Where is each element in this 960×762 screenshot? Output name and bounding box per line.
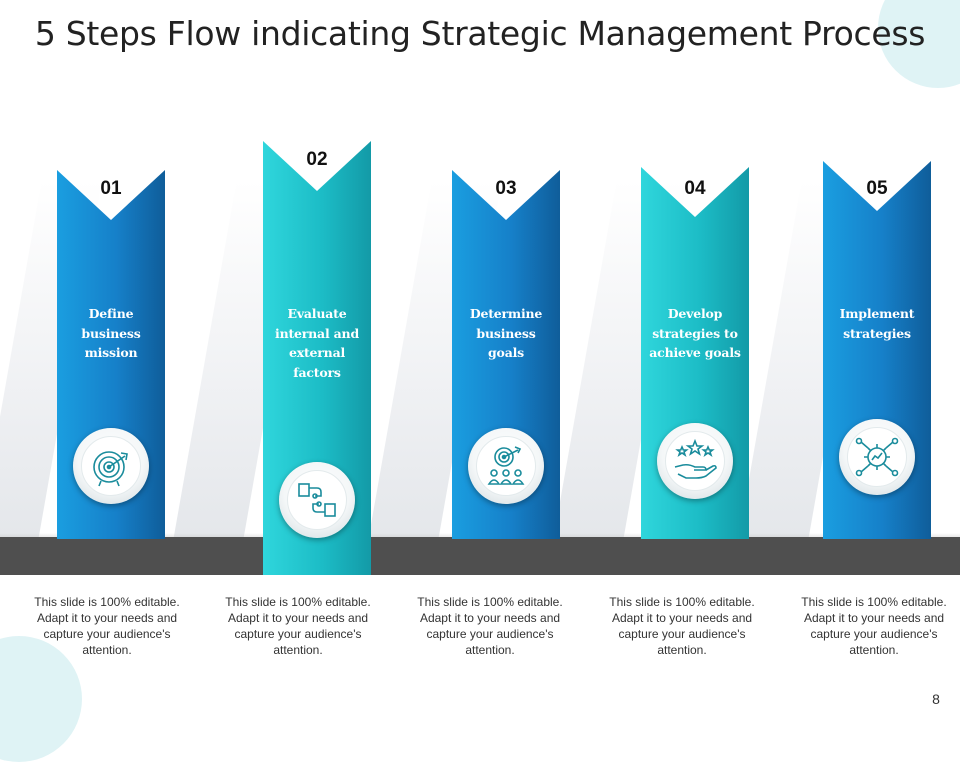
step-card-2: 02 Evaluate internal and external factor… — [263, 141, 371, 575]
icon-badge — [839, 419, 915, 495]
step-label: Determine business goals — [452, 304, 560, 363]
slide-title: 5 Steps Flow indicating Strategic Manage… — [34, 14, 926, 53]
floor-band — [0, 537, 960, 575]
label-line: mission — [84, 345, 138, 360]
label-line: Implement — [839, 306, 915, 321]
icon-badge — [279, 462, 355, 538]
step-card-4: 04 Develop strategies to achieve goals — [641, 167, 749, 539]
step-card-3: 03 Determine business goals — [452, 170, 560, 539]
step-card-1: 01 Define business mission — [57, 170, 165, 539]
label-line: Define — [88, 306, 134, 321]
gear-network-icon — [855, 437, 899, 477]
label-line: Develop — [667, 306, 723, 321]
step-description: This slide is 100% editable. Adapt it to… — [34, 595, 180, 657]
label-line: strategies to — [652, 325, 738, 341]
label-line: external — [288, 345, 346, 360]
step-banner — [263, 141, 371, 575]
step-number: 05 — [866, 178, 888, 199]
step-card-5: 05 Implement strategies — [823, 161, 931, 539]
connected-people-icon — [298, 483, 336, 517]
step-label: Develop strategies to achieve goals — [641, 304, 749, 363]
icon-badge — [73, 428, 149, 504]
label-line: internal and — [275, 325, 359, 341]
label-line: goals — [488, 345, 524, 360]
step-label: Define business mission — [57, 304, 165, 363]
target-arrow-icon — [93, 451, 128, 487]
step-number: 01 — [100, 178, 122, 199]
label-line: factors — [293, 364, 341, 380]
step-label: Implement strategies — [823, 304, 931, 343]
step-description: This slide is 100% editable. Adapt it to… — [801, 595, 947, 657]
page-number: 8 — [932, 691, 940, 707]
label-line: business — [81, 325, 141, 341]
label-line: business — [476, 325, 536, 341]
icon-badge — [468, 428, 544, 504]
step-description: This slide is 100% editable. Adapt it to… — [417, 595, 563, 657]
step-description: This slide is 100% editable. Adapt it to… — [609, 595, 755, 657]
step-number: 04 — [684, 178, 706, 199]
step-label: Evaluate internal and external factors — [263, 304, 371, 382]
step-number: 02 — [306, 149, 328, 170]
hand-stars-icon — [674, 438, 717, 479]
icon-badge — [657, 423, 733, 499]
team-target-icon — [487, 446, 525, 485]
label-line: Evaluate — [287, 306, 347, 321]
label-line: Determine — [469, 306, 543, 321]
step-description: This slide is 100% editable. Adapt it to… — [225, 595, 371, 657]
step-number: 03 — [495, 178, 517, 199]
label-line: strategies — [843, 325, 911, 341]
label-line: achieve goals — [649, 345, 741, 360]
